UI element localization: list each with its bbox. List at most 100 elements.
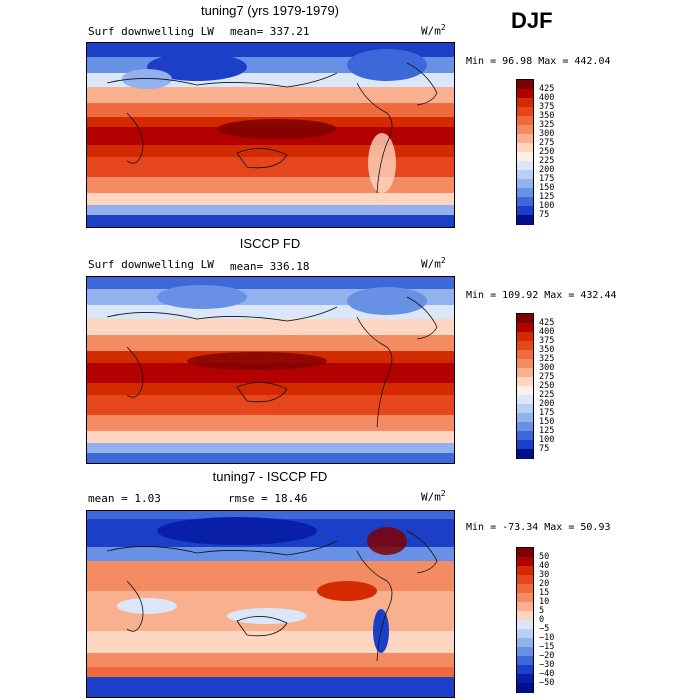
panel3-title: tuning7 - ISCCP FD bbox=[212, 469, 328, 484]
colorbar-swatch bbox=[517, 116, 533, 126]
panel1-variable: Surf downwelling LW bbox=[88, 25, 214, 38]
colorbar-tick-label: 75 bbox=[539, 209, 550, 220]
colorbar-swatch bbox=[517, 386, 533, 396]
colorbar-tick-label: 400 bbox=[539, 92, 555, 103]
panel1-units: W/m2 bbox=[421, 23, 446, 38]
colorbar-tick-label: 50 bbox=[539, 551, 550, 562]
panel2-units: W/m2 bbox=[421, 256, 446, 271]
colorbar-tick-label: −50 bbox=[539, 677, 555, 688]
panel1-mean: mean= 337.21 bbox=[230, 25, 310, 38]
colorbar-swatch bbox=[517, 683, 533, 693]
colorbar-tick-label: 150 bbox=[539, 182, 555, 193]
colorbar-tick-label: 125 bbox=[539, 425, 555, 436]
colorbar-swatch bbox=[517, 638, 533, 648]
units-text: W/m bbox=[421, 490, 441, 504]
colorbar-swatch bbox=[517, 674, 533, 684]
colorbar-tick-label: 20 bbox=[539, 578, 550, 589]
colorbar-tick-label: 175 bbox=[539, 407, 555, 418]
colorbar-swatch bbox=[517, 332, 533, 342]
colorbar-tick-label: 175 bbox=[539, 173, 555, 184]
colorbar-swatch bbox=[517, 179, 533, 189]
colorbar-swatch bbox=[517, 143, 533, 153]
colorbar-swatch bbox=[517, 206, 533, 216]
panel2-field bbox=[87, 277, 454, 463]
colorbar-swatch bbox=[517, 89, 533, 99]
colorbar-tick-label: 400 bbox=[539, 326, 555, 337]
colorbar-tick-label: −5 bbox=[539, 623, 550, 634]
colorbar-tick-label: 0 bbox=[539, 614, 545, 625]
colorbar-tick-label: 75 bbox=[539, 443, 550, 454]
panel2-title: ISCCP FD bbox=[239, 236, 301, 251]
colorbar-swatch bbox=[517, 440, 533, 450]
colorbar-tick-label: 275 bbox=[539, 371, 555, 382]
colorbar-tick-label: 325 bbox=[539, 119, 555, 130]
colorbar-tick-label: −40 bbox=[539, 668, 555, 679]
colorbar-tick-label: 100 bbox=[539, 434, 555, 445]
colorbar-tick-label: 250 bbox=[539, 146, 555, 157]
colorbar-swatch bbox=[517, 323, 533, 333]
panel2-map bbox=[86, 276, 455, 464]
colorbar-swatch bbox=[517, 161, 533, 171]
colorbar-swatch bbox=[517, 575, 533, 585]
colorbar-swatch bbox=[517, 656, 533, 666]
units-text: W/m bbox=[421, 24, 441, 38]
colorbar-swatch bbox=[517, 170, 533, 180]
colorbar-swatch bbox=[517, 215, 533, 225]
colorbar-swatch bbox=[517, 557, 533, 567]
colorbar-swatch bbox=[517, 368, 533, 378]
colorbar-tick-label: 15 bbox=[539, 587, 550, 598]
colorbar-tick-label: 40 bbox=[539, 560, 550, 571]
colorbar-swatch bbox=[517, 395, 533, 405]
panel3-field bbox=[87, 511, 454, 697]
colorbar-swatch bbox=[517, 548, 533, 558]
colorbar-tick-label: 200 bbox=[539, 164, 555, 175]
colorbar-swatch bbox=[517, 197, 533, 207]
colorbar-swatch bbox=[517, 107, 533, 117]
colorbar-tick-label: 10 bbox=[539, 596, 550, 607]
colorbar-tick-label: −10 bbox=[539, 632, 555, 643]
panel2-variable: Surf downwelling LW bbox=[88, 258, 214, 271]
colorbar-tick-label: 225 bbox=[539, 389, 555, 400]
panel1-title: tuning7 (yrs 1979-1979) bbox=[200, 3, 340, 18]
panel3-units: W/m2 bbox=[421, 489, 446, 504]
panel3-mean: mean = 1.03 bbox=[88, 492, 161, 505]
season-label: DJF bbox=[511, 8, 553, 33]
colorbar-swatch bbox=[517, 188, 533, 198]
colorbar-tick-label: 325 bbox=[539, 353, 555, 364]
colorbar-swatch bbox=[517, 620, 533, 630]
colorbar-tick-label: 200 bbox=[539, 398, 555, 409]
colorbar-swatch bbox=[517, 80, 533, 90]
colorbar-tick-label: 425 bbox=[539, 83, 555, 94]
colorbar-swatch bbox=[517, 98, 533, 108]
panel3-colorbar: 50 40 30 20 15 10 5 0 −5 −10 −15 −20 −30 −40 −50 bbox=[516, 547, 554, 693]
colorbar-swatch bbox=[517, 314, 533, 324]
colorbar-tick-label: −20 bbox=[539, 650, 555, 661]
colorbar-tick-label: 425 bbox=[539, 317, 555, 328]
panel1-field bbox=[87, 43, 454, 227]
colorbar-tick-label: 375 bbox=[539, 101, 555, 112]
colorbar-tick-label: 350 bbox=[539, 344, 555, 355]
panel3-map bbox=[86, 510, 455, 698]
panel2-minmax: Min = 109.92 Max = 432.44 bbox=[466, 290, 617, 301]
colorbar-tick-label: 250 bbox=[539, 380, 555, 391]
colorbar-swatch bbox=[517, 350, 533, 360]
panel2-colorbar: 425 400 375 350 325 300 275 250 225 200 175 150 125 1… bbox=[516, 313, 554, 459]
panel1-minmax: Min = 96.98 Max = 442.04 bbox=[466, 56, 611, 67]
colorbar-swatch bbox=[517, 611, 533, 621]
colorbar-swatch bbox=[517, 665, 533, 675]
colorbar-swatch bbox=[517, 584, 533, 594]
colorbar-swatch bbox=[517, 593, 533, 603]
colorbar-swatch bbox=[517, 134, 533, 144]
colorbar-swatch bbox=[517, 377, 533, 387]
panel1-colorbar: 425 400 375 350 325 300 275 250 225 200 175 150 125 1… bbox=[516, 79, 554, 225]
colorbar-tick-label: −15 bbox=[539, 641, 555, 652]
colorbar-swatch bbox=[517, 413, 533, 423]
colorbar-tick-label: −30 bbox=[539, 659, 555, 670]
panel2-mean: mean= 336.18 bbox=[230, 260, 310, 273]
colorbar-swatch bbox=[517, 404, 533, 414]
colorbar-tick-label: 350 bbox=[539, 110, 555, 121]
colorbar-tick-label: 150 bbox=[539, 416, 555, 427]
colorbar-tick-label: 225 bbox=[539, 155, 555, 166]
colorbar-swatch bbox=[517, 629, 533, 639]
colorbar-tick-label: 375 bbox=[539, 335, 555, 346]
